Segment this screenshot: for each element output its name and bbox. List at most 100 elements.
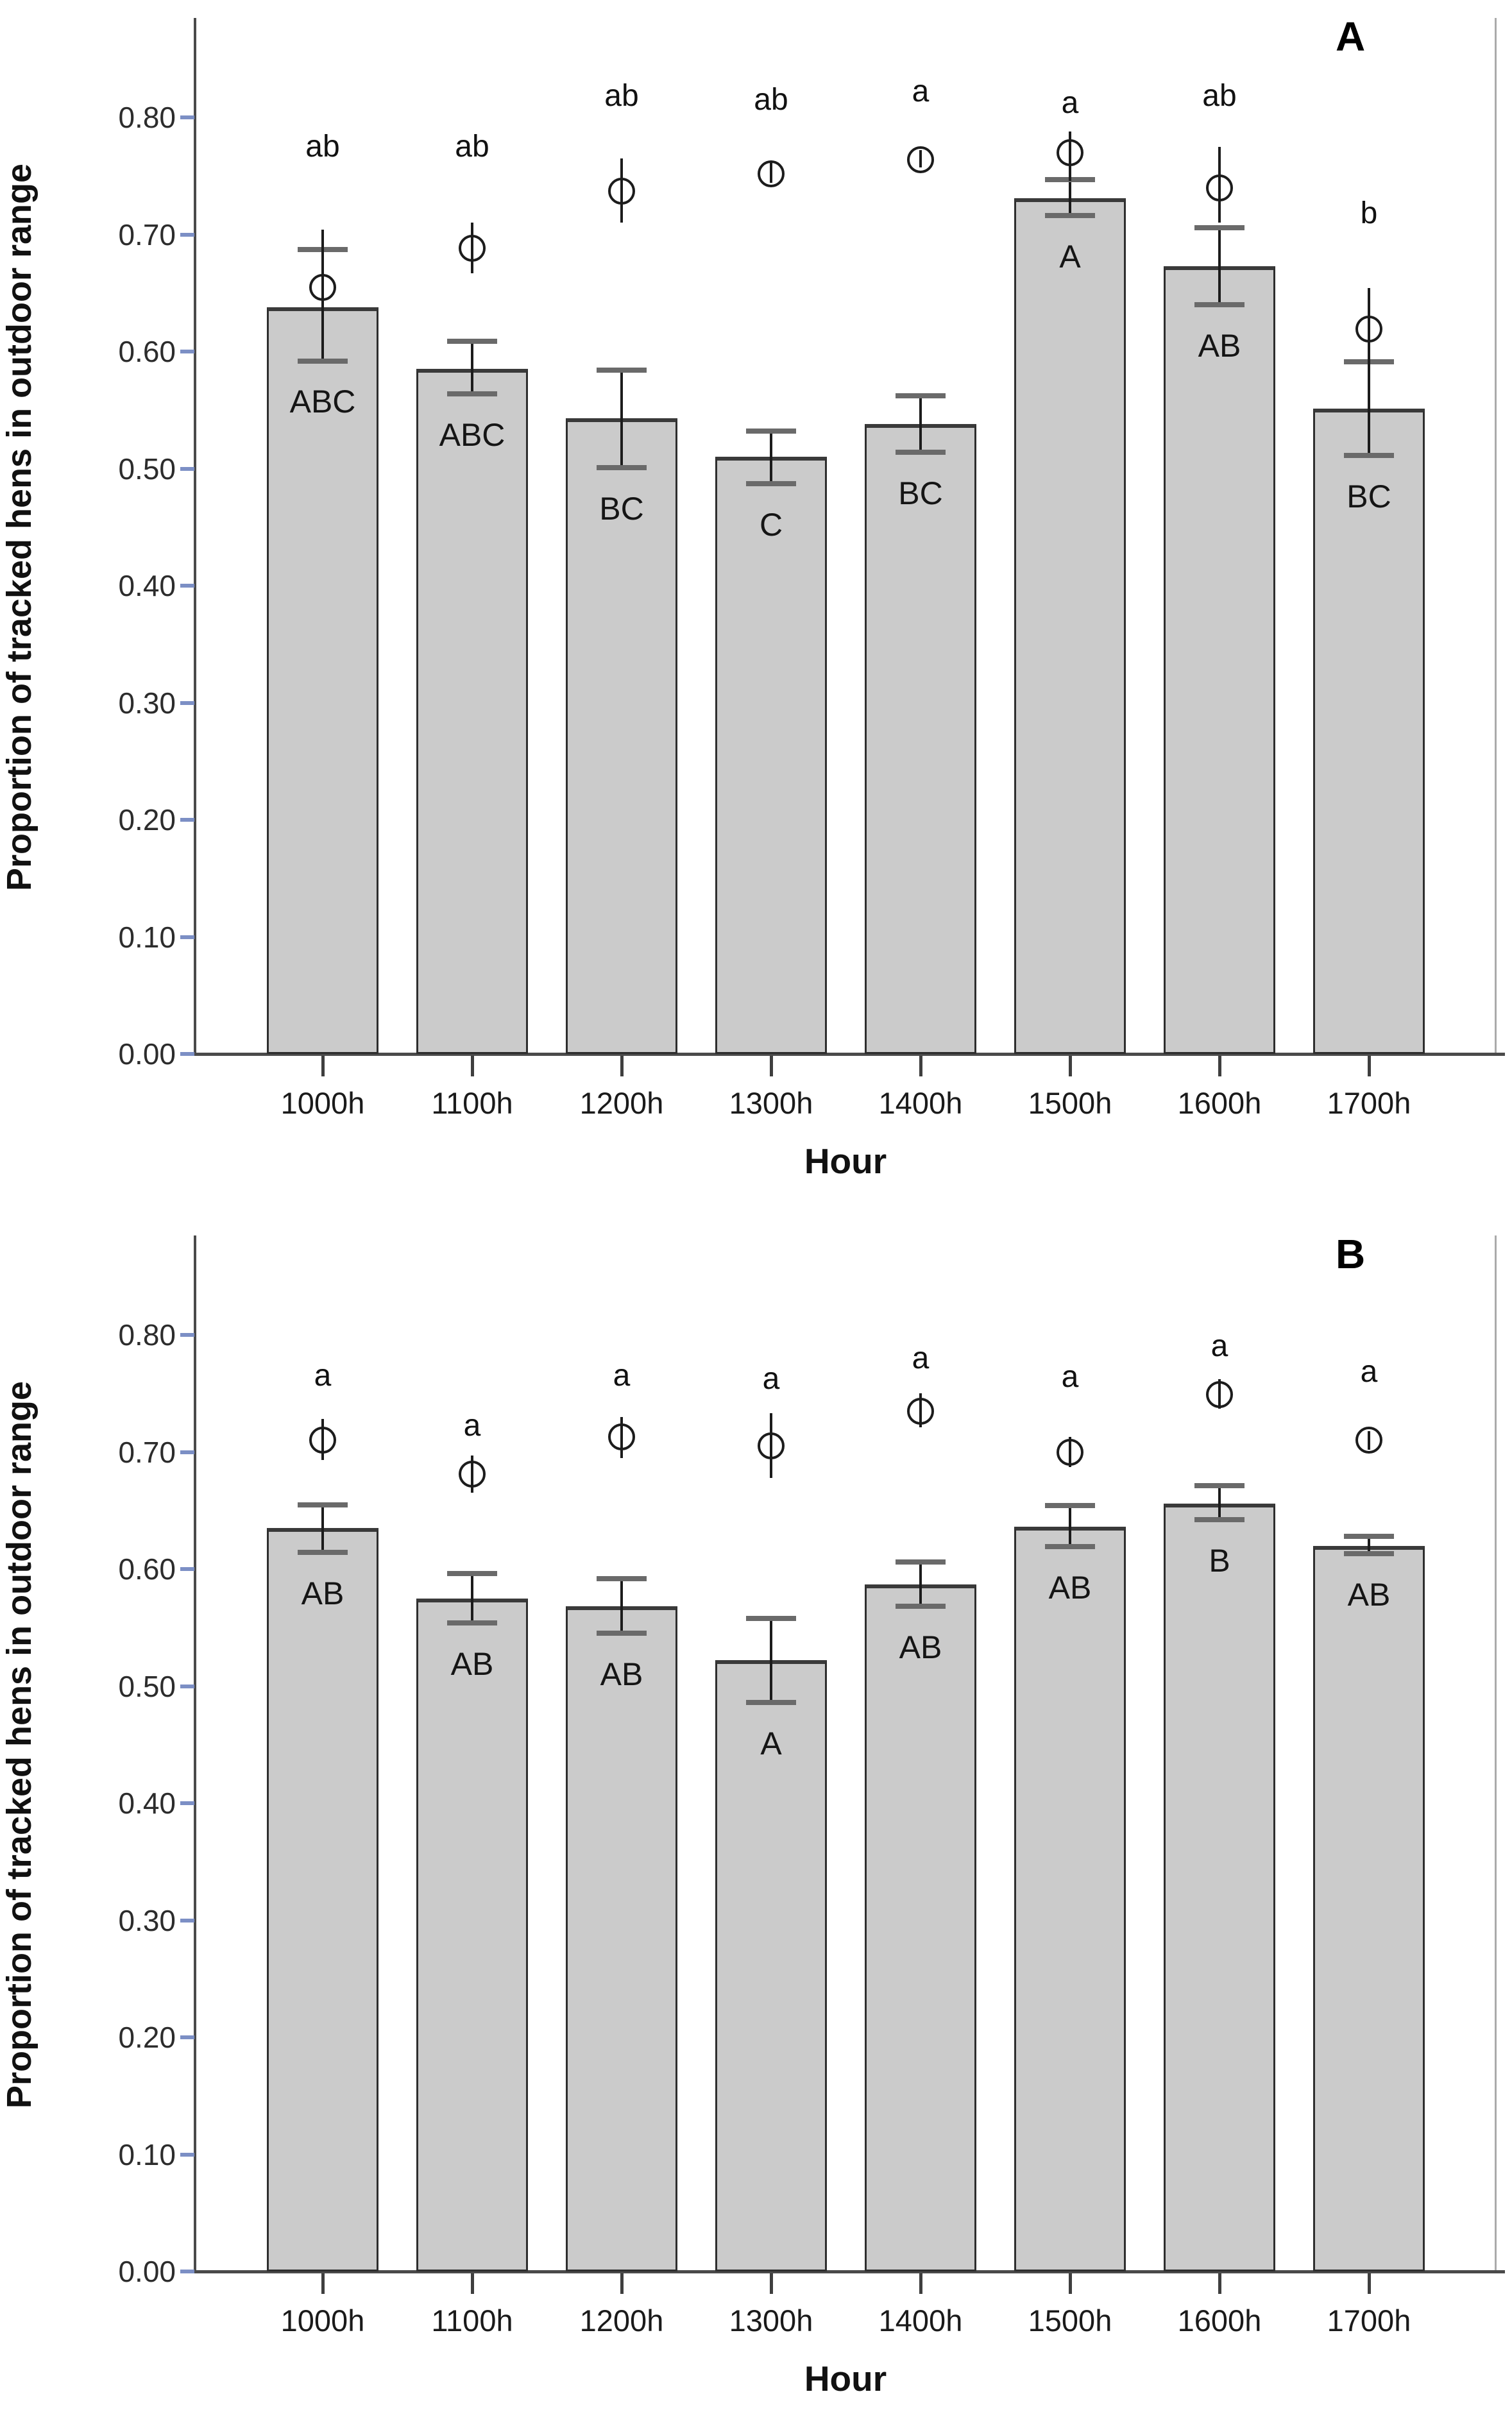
x-tick-mark [471, 2273, 474, 2294]
significance-letter: ab [305, 129, 340, 164]
x-tick-mark [321, 2273, 325, 2294]
significance-letter: a [463, 1409, 481, 1443]
bar-group-label: AB [600, 1656, 643, 1693]
x-tick-label: 1600h [1177, 1086, 1262, 1120]
x-tick-label: 1000h [280, 1086, 365, 1120]
bar-error-cap-bottom [298, 1550, 348, 1556]
bar-1100h [416, 369, 528, 1054]
bar-group-label: B [1209, 1543, 1230, 1579]
bar-error-line [770, 1618, 772, 1703]
y-tick-label: 0.30 [118, 1903, 176, 1937]
x-tick-label: 1100h [431, 1086, 513, 1120]
bar-error-cap-bottom [1045, 1544, 1095, 1550]
y-tick-mark [180, 115, 194, 119]
bar-1600h [1164, 266, 1275, 1054]
y-tick-label: 0.00 [118, 1037, 176, 1071]
significance-letter: ab [455, 129, 489, 164]
bar-error-cap-top [447, 1571, 497, 1577]
bar-group-label: AB [1347, 1577, 1391, 1613]
panel-b-x-axis-title: Hour [804, 2359, 887, 2398]
x-tick-mark [620, 1056, 624, 1076]
bar-error-cap-bottom [597, 464, 647, 470]
circle-marker [907, 146, 934, 173]
circle-marker [1206, 1381, 1233, 1409]
x-tick-label: 1400h [878, 2304, 963, 2338]
x-tick-mark [919, 1056, 922, 1076]
bar-error-cap-bottom [1194, 1517, 1244, 1523]
circle-marker [758, 1432, 785, 1460]
significance-letter: a [1210, 1329, 1228, 1364]
y-tick-label: 0.80 [118, 1318, 176, 1352]
bar-error-line [1368, 1536, 1370, 1554]
significance-letter: ab [754, 82, 788, 117]
y-tick-mark [180, 584, 194, 588]
bar-error-line [620, 370, 623, 468]
y-tick-label: 0.10 [118, 2137, 176, 2171]
bar-error-line [620, 1578, 623, 1634]
y-tick-label: 0.70 [118, 217, 176, 251]
bar-error-cap-bottom [298, 358, 348, 364]
x-axis-line [196, 2270, 1505, 2273]
x-tick-mark [770, 1056, 773, 1076]
significance-letter: a [613, 1358, 631, 1393]
significance-letter: a [912, 1341, 930, 1375]
bar-error-line [471, 1574, 473, 1623]
bar-group-label: ABC [439, 416, 505, 453]
significance-letter: a [1360, 1355, 1378, 1389]
bar-1500h [1014, 198, 1126, 1054]
y-tick-mark [180, 1333, 194, 1337]
bar-error-line [1368, 362, 1370, 456]
bar-group-label: ABC [289, 384, 356, 420]
x-tick-mark [1368, 1056, 1371, 1076]
y-tick-mark [180, 935, 194, 939]
y-tick-label: 0.40 [118, 569, 176, 602]
bar-error-cap-top [447, 338, 497, 344]
circle-marker [1057, 139, 1083, 166]
bar-1600h [1164, 1503, 1275, 2271]
bar-error-cap-bottom [1045, 213, 1095, 219]
y-tick-mark [180, 700, 194, 705]
bar-error-cap-bottom [746, 1700, 796, 1706]
y-tick-mark [180, 2270, 194, 2273]
x-tick-label: 1700h [1327, 2304, 1411, 2338]
bar-group-label: A [1059, 239, 1081, 275]
y-tick-label: 0.20 [118, 2021, 176, 2054]
y-tick-label: 0.70 [118, 1435, 176, 1469]
x-tick-mark [1069, 2273, 1072, 2294]
bar-error-cap-bottom [1344, 1551, 1394, 1557]
x-axis-line [196, 1053, 1505, 1056]
y-tick-mark [180, 232, 194, 237]
y-tick-label: 0.00 [118, 2255, 176, 2288]
circle-marker [1206, 174, 1233, 201]
bar-error-cap-top [896, 1559, 946, 1565]
bar-1300h [715, 457, 827, 1054]
panel-a-y-axis-title: Proportion of tracked hens in outdoor ra… [0, 163, 38, 891]
y-tick-mark [180, 2152, 194, 2157]
significance-letter: ab [1202, 79, 1237, 114]
x-tick-mark [1218, 2273, 1221, 2294]
panel-a-letter: A [1336, 13, 1366, 60]
bar-1300h [715, 1660, 827, 2271]
circle-marker [608, 177, 635, 205]
x-tick-mark [770, 2273, 773, 2294]
y-tick-mark [180, 818, 194, 822]
bar-1200h [566, 418, 677, 1054]
circle-marker [608, 1423, 635, 1450]
bar-error-cap-bottom [896, 1604, 946, 1609]
significance-letter: a [912, 74, 930, 108]
bar-1400h [865, 424, 976, 1054]
circle-marker [758, 160, 785, 187]
x-tick-label: 1200h [579, 1086, 664, 1120]
bar-group-label: AB [1048, 1570, 1092, 1606]
bar-error-cap-top [1344, 1533, 1394, 1539]
y-tick-label: 0.30 [118, 686, 176, 720]
bar-1200h [566, 1606, 677, 2271]
y-tick-label: 0.60 [118, 1552, 176, 1586]
y-tick-label: 0.60 [118, 335, 176, 368]
x-tick-mark [1368, 2273, 1371, 2294]
bar-error-cap-top [597, 368, 647, 373]
bar-1000h [267, 1528, 378, 2271]
bar-error-cap-bottom [746, 481, 796, 487]
bar-1000h [267, 307, 378, 1054]
